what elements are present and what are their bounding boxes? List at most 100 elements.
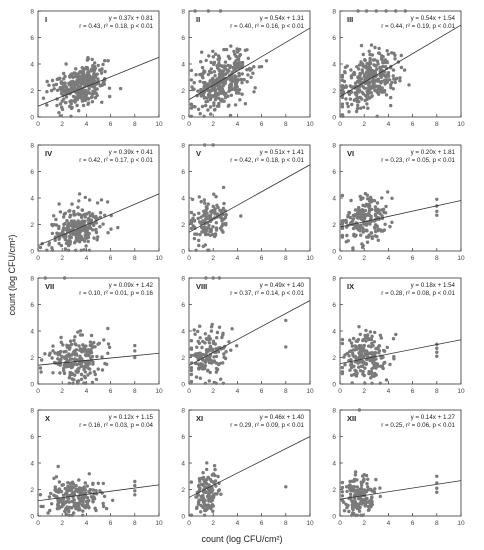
data-point: [77, 84, 81, 89]
data-point: [60, 99, 64, 103]
data-point: [373, 229, 378, 234]
data-point: [91, 214, 95, 219]
data-point: [91, 85, 95, 89]
y-tick-label: 4: [181, 328, 185, 335]
data-point: [211, 49, 215, 53]
data-point: [345, 101, 349, 106]
regression-stats: r = 0.44, r² = 0.19, p < 0.01: [381, 23, 455, 30]
data-point: [363, 221, 368, 225]
data-point: [372, 219, 377, 223]
data-point: [357, 215, 361, 219]
data-point: [202, 86, 206, 90]
data-point: [43, 276, 47, 280]
data-point: [57, 111, 61, 115]
data-point: [342, 509, 347, 513]
data-point: [217, 276, 221, 280]
data-point: [375, 90, 379, 95]
data-point: [86, 239, 90, 244]
data-point: [217, 488, 221, 492]
data-point: [191, 87, 195, 92]
data-point: [133, 479, 137, 484]
data-point: [73, 501, 77, 506]
data-point: [370, 236, 374, 241]
y-tick-label: 8: [30, 142, 34, 149]
data-point: [39, 504, 43, 509]
data-point: [370, 94, 374, 98]
data-point: [221, 206, 226, 211]
data-point: [94, 91, 98, 96]
data-point: [218, 63, 222, 68]
data-point: [68, 481, 72, 486]
data-point: [363, 208, 368, 213]
data-point: [84, 244, 88, 248]
data-point: [53, 351, 57, 355]
data-point: [388, 362, 392, 367]
data-point: [221, 381, 226, 385]
data-point: [252, 90, 256, 94]
x-tick-label: 6: [260, 255, 264, 262]
data-point: [196, 89, 200, 93]
data-point: [52, 214, 56, 218]
data-point: [361, 70, 365, 75]
data-point: [61, 493, 66, 497]
data-point: [56, 77, 60, 81]
x-axis-title: count (log CFU/cm²): [201, 534, 283, 544]
data-point: [45, 103, 49, 107]
data-point: [358, 72, 362, 77]
y-tick-label: 8: [181, 275, 185, 282]
data-point: [435, 209, 439, 213]
data-point: [224, 350, 228, 354]
data-point: [384, 204, 388, 209]
data-point: [60, 505, 64, 509]
data-point: [55, 88, 60, 93]
data-point: [371, 358, 375, 362]
data-point: [228, 64, 232, 68]
data-point: [201, 471, 205, 475]
data-point: [133, 489, 137, 493]
data-point: [210, 347, 215, 351]
regression-line: [37, 484, 160, 502]
data-point: [349, 68, 353, 72]
x-tick-label: 8: [133, 255, 137, 262]
data-point: [208, 79, 212, 84]
data-point: [199, 200, 203, 204]
y-tick-label: 2: [181, 355, 185, 362]
data-point: [69, 99, 74, 103]
data-point: [83, 195, 87, 200]
x-tick-label: 10: [457, 388, 465, 395]
data-point: [367, 507, 371, 512]
data-point: [375, 364, 379, 369]
x-tick-label: 4: [85, 255, 89, 262]
data-point: [369, 217, 373, 221]
data-point: [212, 70, 217, 74]
data-point: [353, 470, 358, 474]
data-point: [364, 339, 368, 343]
data-point: [56, 489, 60, 494]
data-point: [235, 47, 239, 51]
x-tick-label: 10: [306, 121, 314, 128]
data-point: [85, 79, 89, 83]
x-tick-label: 0: [187, 255, 191, 262]
data-point: [51, 344, 55, 348]
panel-label: V: [196, 149, 201, 158]
data-point: [198, 376, 202, 380]
data-point: [91, 497, 95, 501]
data-point: [340, 494, 345, 498]
data-point: [383, 70, 387, 74]
regression-equation: y = 0.46x + 1.40: [260, 414, 305, 421]
data-point: [209, 67, 213, 71]
data-point: [211, 55, 215, 59]
data-point: [357, 355, 361, 359]
regression-equation: y = 0.54x + 1.31: [260, 15, 305, 22]
y-tick-label: 6: [181, 434, 185, 441]
y-tick-label: 8: [181, 142, 185, 149]
data-point: [101, 481, 105, 486]
data-point: [221, 69, 225, 73]
data-point: [238, 53, 243, 57]
data-point: [198, 487, 202, 492]
data-point: [357, 63, 362, 67]
data-point: [81, 79, 85, 83]
data-point: [365, 229, 369, 233]
data-point: [366, 197, 370, 201]
